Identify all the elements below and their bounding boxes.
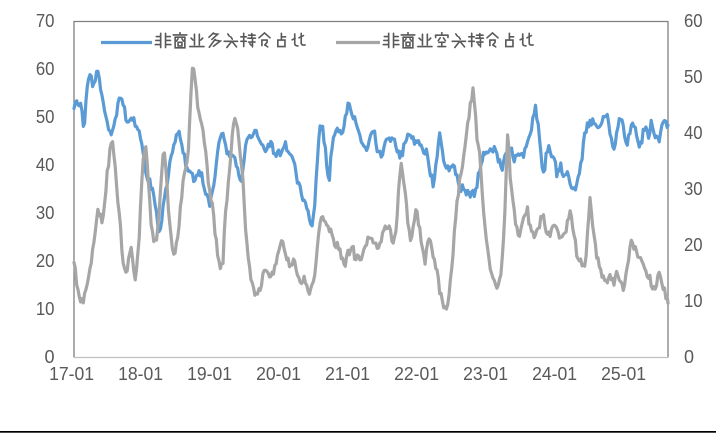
svg-text:0: 0 <box>684 347 694 367</box>
svg-text:20-01: 20-01 <box>256 364 301 384</box>
svg-text:20: 20 <box>36 251 55 271</box>
svg-text:21-01: 21-01 <box>325 364 370 384</box>
svg-text:60: 60 <box>684 11 703 31</box>
svg-text:10: 10 <box>36 299 55 319</box>
svg-text:10: 10 <box>684 291 703 311</box>
svg-text:40: 40 <box>684 123 703 143</box>
svg-text:23-01: 23-01 <box>463 364 508 384</box>
svg-text:30: 30 <box>36 203 55 223</box>
svg-text:20: 20 <box>684 235 703 255</box>
svg-text:50: 50 <box>36 107 55 127</box>
svg-text:18-01: 18-01 <box>118 364 163 384</box>
svg-text:40: 40 <box>36 155 55 175</box>
svg-text:24-01: 24-01 <box>532 364 577 384</box>
svg-text:17-01: 17-01 <box>49 364 94 384</box>
svg-text:60: 60 <box>36 59 55 79</box>
svg-text:70: 70 <box>36 11 55 31</box>
svg-text:19-01: 19-01 <box>187 364 232 384</box>
svg-text:30: 30 <box>684 179 703 199</box>
svg-text:50: 50 <box>684 67 703 87</box>
svg-text:22-01: 22-01 <box>394 364 439 384</box>
svg-text:25-01: 25-01 <box>601 364 646 384</box>
svg-text:0: 0 <box>44 347 54 367</box>
